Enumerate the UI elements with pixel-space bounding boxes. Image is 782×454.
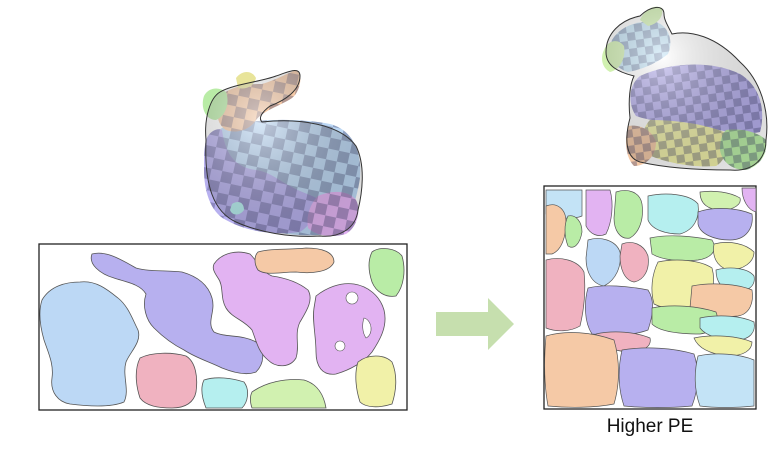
left-uv-atlas: [38, 243, 408, 411]
right-arrow-icon: [436, 298, 514, 350]
right-uv-atlas: [543, 185, 757, 410]
left-bunny: [202, 70, 363, 237]
right-bunny: [602, 6, 768, 171]
right-caption: Higher PE: [606, 416, 694, 437]
